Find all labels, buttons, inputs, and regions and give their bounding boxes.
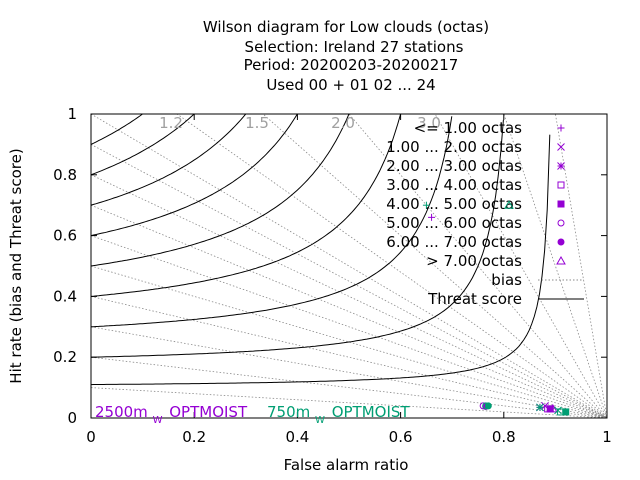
bias-labels: 1.2 1.5 2.0 3.0 <box>159 114 441 132</box>
model-labels: 2500m W OPTMOIST 750m W OPTMOIST <box>95 403 410 427</box>
legend-label-8: bias <box>491 271 522 289</box>
model-label-750m-main: 750m <box>267 403 310 421</box>
legend-label-9: Threat score <box>427 290 522 308</box>
threat-curve-8 <box>91 100 161 145</box>
x-axis-label: False alarm ratio <box>284 456 409 474</box>
y-axis-ticks: 0 0.2 0.4 0.6 0.8 1 <box>53 105 607 427</box>
bias-label-2: 2.0 <box>331 114 355 132</box>
threat-curve-3 <box>91 105 403 296</box>
legend-label-5: 5.00 ... 6.00 octas <box>386 214 522 232</box>
legend-label-7: > 7.00 octas <box>426 252 522 270</box>
legend-marker-2 <box>558 163 565 170</box>
point-s1-6 <box>485 403 491 409</box>
bias-line-9 <box>91 114 607 418</box>
x-tick-label-2: 0.4 <box>285 428 309 446</box>
x-tick-label-5: 1 <box>602 428 612 446</box>
x-tick-label-4: 0.8 <box>492 428 516 446</box>
threat-curve-7 <box>91 101 207 174</box>
threat-curve-5 <box>91 101 305 236</box>
bias-label-0: 1.2 <box>159 114 183 132</box>
bias-label-1: 1.5 <box>245 114 269 132</box>
y-tick-label-5: 1 <box>67 105 77 123</box>
bias-line-7 <box>91 175 607 418</box>
model-label-2500m-sub: W <box>153 415 163 426</box>
model-label-750m-sub: W <box>315 415 325 426</box>
x-tick-label-3: 0.6 <box>389 428 413 446</box>
point-s1-4 <box>563 409 569 415</box>
legend-marker-3 <box>558 182 564 188</box>
model-label-2500m-main: 2500m <box>95 403 148 421</box>
x-axis-ticks: 0 0.2 0.4 0.6 0.8 1 <box>86 114 612 446</box>
legend-label-2: 2.00 ... 3.00 octas <box>386 157 522 175</box>
chart-title-line-3: Period: 20200203-20200217 <box>244 56 459 74</box>
legend-label-3: 3.00 ... 4.00 octas <box>386 176 522 194</box>
legend-marker-1 <box>558 144 565 151</box>
legend-label-1: 1.00 ... 2.00 octas <box>386 138 522 156</box>
chart-title-line-4: Used 00 + 01 02 ... 24 <box>266 76 435 94</box>
legend-marker-5 <box>558 220 564 226</box>
x-tick-label-0: 0 <box>86 428 96 446</box>
y-tick-label-2: 0.4 <box>53 287 77 305</box>
y-tick-label-0: 0 <box>67 409 77 427</box>
legend-marker-0 <box>558 125 565 132</box>
chart-title-line-2: Selection: Ireland 27 stations <box>245 38 464 56</box>
y-tick-label-1: 0.2 <box>53 348 77 366</box>
legend-marker-4 <box>558 201 564 207</box>
model-label-2500m-tail: OPTMOIST <box>169 403 248 421</box>
y-axis-label: Hit rate (bias and Threat score) <box>7 148 25 383</box>
bias-line-3 <box>91 296 607 418</box>
model-label-750m: 750m W OPTMOIST <box>267 403 410 427</box>
point-s1-2 <box>536 404 543 411</box>
legend-marker-6 <box>558 239 564 245</box>
threat-curve-4 <box>91 102 354 266</box>
legend-marker-7 <box>557 257 565 264</box>
y-tick-label-3: 0.6 <box>53 227 77 245</box>
chart-title-line-1: Wilson diagram for Low clouds (octas) <box>203 18 489 36</box>
bias-line-10 <box>91 53 607 418</box>
model-label-750m-tail: OPTMOIST <box>332 403 411 421</box>
legend-label-0: <= 1.00 octas <box>414 119 523 137</box>
bias-line-8 <box>91 144 607 418</box>
legend-label-6: 6.00 ... 7.00 octas <box>386 233 522 251</box>
legend-label-4: 4.00 ... 5.00 octas <box>386 195 522 213</box>
x-tick-label-1: 0.2 <box>182 428 206 446</box>
chart-title: Wilson diagram for Low clouds (octas) Se… <box>203 18 489 94</box>
y-tick-label-4: 0.8 <box>53 166 77 184</box>
bias-line-6 <box>91 205 607 418</box>
model-label-2500m: 2500m W OPTMOIST <box>95 403 248 427</box>
